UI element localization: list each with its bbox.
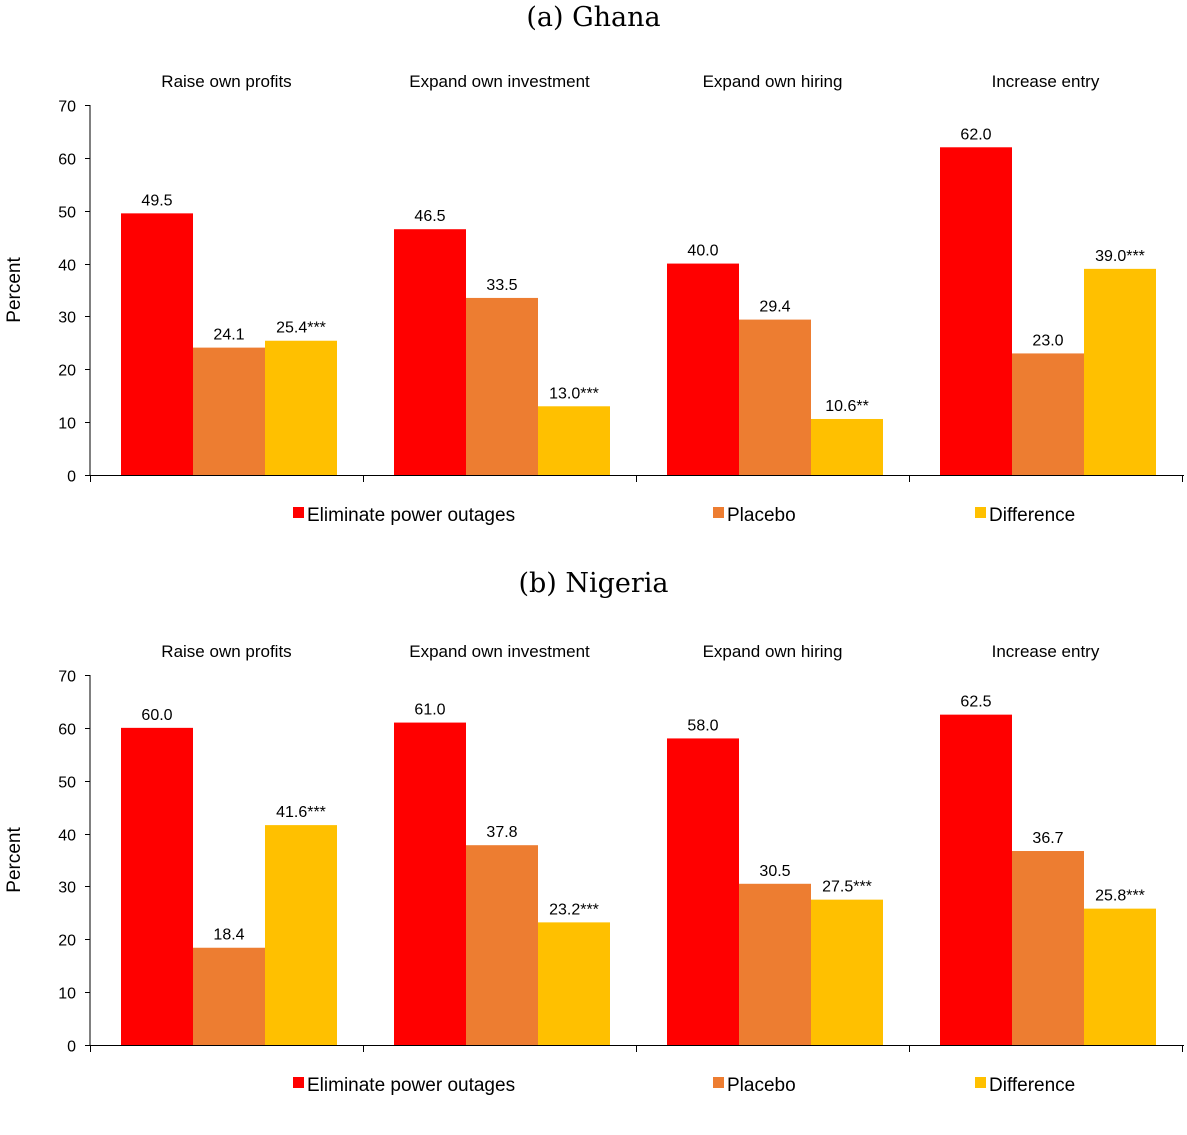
ghana-chart: Percent 0 10 20 30 40 50 60 70 Raise own profits E… (4, 72, 1184, 526)
c0-data-label-difference-raise-own-profits: 25.4*** (276, 320, 326, 337)
c0-data-label-placebo-raise-own-profits: 24.1 (213, 327, 244, 344)
c1-data-label-eliminate-power-outages-increase-entry: 62.5 (960, 694, 991, 711)
c0-data-label-difference-expand-own-investment: 13.0*** (549, 385, 599, 402)
c0-category-label-expand-own-investment: Expand own investment (409, 72, 590, 91)
c0-y-tick-label-40: 40 (58, 258, 76, 275)
c1-legend-swatch-eliminate-power-outages (293, 1077, 304, 1088)
c0-y-tick-label-60: 60 (58, 152, 76, 169)
c1-bar-eliminate-power-outages-raise-own-profits (121, 727, 193, 1045)
c1-data-label-placebo-increase-entry: 36.7 (1032, 830, 1063, 847)
c0-bar-placebo-increase-entry (1012, 353, 1084, 475)
c1-bar-eliminate-power-outages-expand-own-investment (394, 722, 466, 1045)
c0-legend-swatch-placebo (713, 507, 724, 518)
c1-y-tick-label-40: 40 (58, 828, 76, 845)
c1-bar-placebo-expand-own-investment (466, 845, 538, 1045)
c1-data-label-placebo-raise-own-profits: 18.4 (213, 927, 244, 944)
c0-data-label-eliminate-power-outages-expand-own-investment: 46.5 (414, 208, 445, 225)
c0-bar-difference-expand-own-hiring (811, 418, 883, 475)
c0-y-tick-label-10: 10 (58, 416, 76, 433)
c0-bar-eliminate-power-outages-raise-own-profits (121, 213, 193, 475)
panel-title-ghana: (a) Ghana (526, 2, 661, 33)
c1-data-label-difference-expand-own-hiring: 27.5*** (822, 879, 872, 896)
panel-title-nigeria: (b) Nigeria (518, 568, 669, 599)
c1-category-label-raise-own-profits: Raise own profits (161, 642, 291, 661)
c1-data-label-eliminate-power-outages-raise-own-profits: 60.0 (141, 707, 172, 724)
c1-bar-difference-expand-own-investment (538, 922, 610, 1045)
c0-data-label-placebo-increase-entry: 23.0 (1032, 332, 1063, 349)
c0-y-tick-label-0: 0 (67, 469, 76, 486)
c0-y-tick-label-20: 20 (58, 363, 76, 380)
c1-y-tick-label-60: 60 (58, 722, 76, 739)
c0-data-label-placebo-expand-own-investment: 33.5 (486, 277, 517, 294)
c1-bar-difference-expand-own-hiring (811, 899, 883, 1045)
c0-data-label-eliminate-power-outages-increase-entry: 62.0 (960, 126, 991, 143)
c0-data-label-eliminate-power-outages-raise-own-profits: 49.5 (141, 192, 172, 209)
c0-y-axis-label: Percent (4, 257, 25, 323)
c0-bar-eliminate-power-outages-increase-entry (940, 147, 1012, 475)
c0-legend-swatch-eliminate-power-outages (293, 507, 304, 518)
c1-bar-eliminate-power-outages-increase-entry (940, 714, 1012, 1045)
c1-data-label-difference-increase-entry: 25.8*** (1095, 888, 1145, 905)
nigeria-chart: Percent 0 10 20 30 40 50 60 70 Raise own profits E… (4, 642, 1184, 1096)
c0-legend-label-placebo: Placebo (727, 505, 796, 526)
c1-category-label-expand-own-hiring: Expand own hiring (703, 642, 843, 661)
c1-bar-eliminate-power-outages-expand-own-hiring (667, 738, 739, 1045)
c0-y-tick-label-70: 70 (58, 99, 76, 116)
c1-legend-label-placebo: Placebo (727, 1075, 796, 1096)
c1-bar-difference-increase-entry (1084, 908, 1156, 1045)
c1-y-tick-label-0: 0 (67, 1039, 76, 1056)
c1-category-label-expand-own-investment: Expand own investment (409, 642, 590, 661)
c0-y-tick-label-30: 30 (58, 310, 76, 327)
c1-data-label-eliminate-power-outages-expand-own-hiring: 58.0 (687, 717, 718, 734)
c1-bar-placebo-increase-entry (1012, 851, 1084, 1045)
c1-data-label-difference-raise-own-profits: 41.6*** (276, 804, 326, 821)
c0-data-label-placebo-expand-own-hiring: 29.4 (759, 299, 790, 316)
c1-y-tick-label-20: 20 (58, 933, 76, 950)
c1-data-label-eliminate-power-outages-expand-own-investment: 61.0 (414, 702, 445, 719)
c1-data-label-difference-expand-own-investment: 23.2*** (549, 901, 599, 918)
c0-category-label-expand-own-hiring: Expand own hiring (703, 72, 843, 91)
c0-legend-label-eliminate-power-outages: Eliminate power outages (307, 505, 515, 526)
c1-data-label-placebo-expand-own-investment: 37.8 (486, 824, 517, 841)
c0-data-label-eliminate-power-outages-expand-own-hiring: 40.0 (687, 243, 718, 260)
c1-y-axis-label: Percent (4, 827, 25, 893)
c1-legend-swatch-difference (975, 1077, 986, 1088)
c0-bar-eliminate-power-outages-expand-own-hiring (667, 263, 739, 475)
c0-data-label-difference-expand-own-hiring: 10.6** (825, 398, 869, 415)
c1-legend-label-difference: Difference (989, 1075, 1075, 1096)
c0-legend-label-difference: Difference (989, 505, 1075, 526)
c0-bar-eliminate-power-outages-expand-own-investment (394, 229, 466, 475)
c1-bar-placebo-expand-own-hiring (739, 883, 811, 1045)
c0-bar-placebo-expand-own-hiring (739, 319, 811, 475)
c0-bar-placebo-raise-own-profits (193, 347, 265, 475)
c1-legend-swatch-placebo (713, 1077, 724, 1088)
c1-legend-label-eliminate-power-outages: Eliminate power outages (307, 1075, 515, 1096)
c0-y-tick-label-50: 50 (58, 205, 76, 222)
c0-bar-difference-increase-entry (1084, 268, 1156, 475)
c1-bar-difference-raise-own-profits (265, 825, 337, 1045)
c0-legend-swatch-difference (975, 507, 986, 518)
c1-y-tick-label-10: 10 (58, 986, 76, 1003)
c1-y-tick-label-50: 50 (58, 775, 76, 792)
c0-category-label-increase-entry: Increase entry (992, 72, 1100, 91)
c1-bar-placebo-raise-own-profits (193, 947, 265, 1045)
c0-category-label-raise-own-profits: Raise own profits (161, 72, 291, 91)
c1-category-label-increase-entry: Increase entry (992, 642, 1100, 661)
c0-bar-difference-raise-own-profits (265, 340, 337, 475)
c0-bar-placebo-expand-own-investment (466, 297, 538, 475)
c0-data-label-difference-increase-entry: 39.0*** (1095, 248, 1145, 265)
c1-data-label-placebo-expand-own-hiring: 30.5 (759, 863, 790, 880)
c0-bar-difference-expand-own-investment (538, 406, 610, 475)
c1-y-tick-label-30: 30 (58, 880, 76, 897)
c1-y-tick-label-70: 70 (58, 669, 76, 686)
